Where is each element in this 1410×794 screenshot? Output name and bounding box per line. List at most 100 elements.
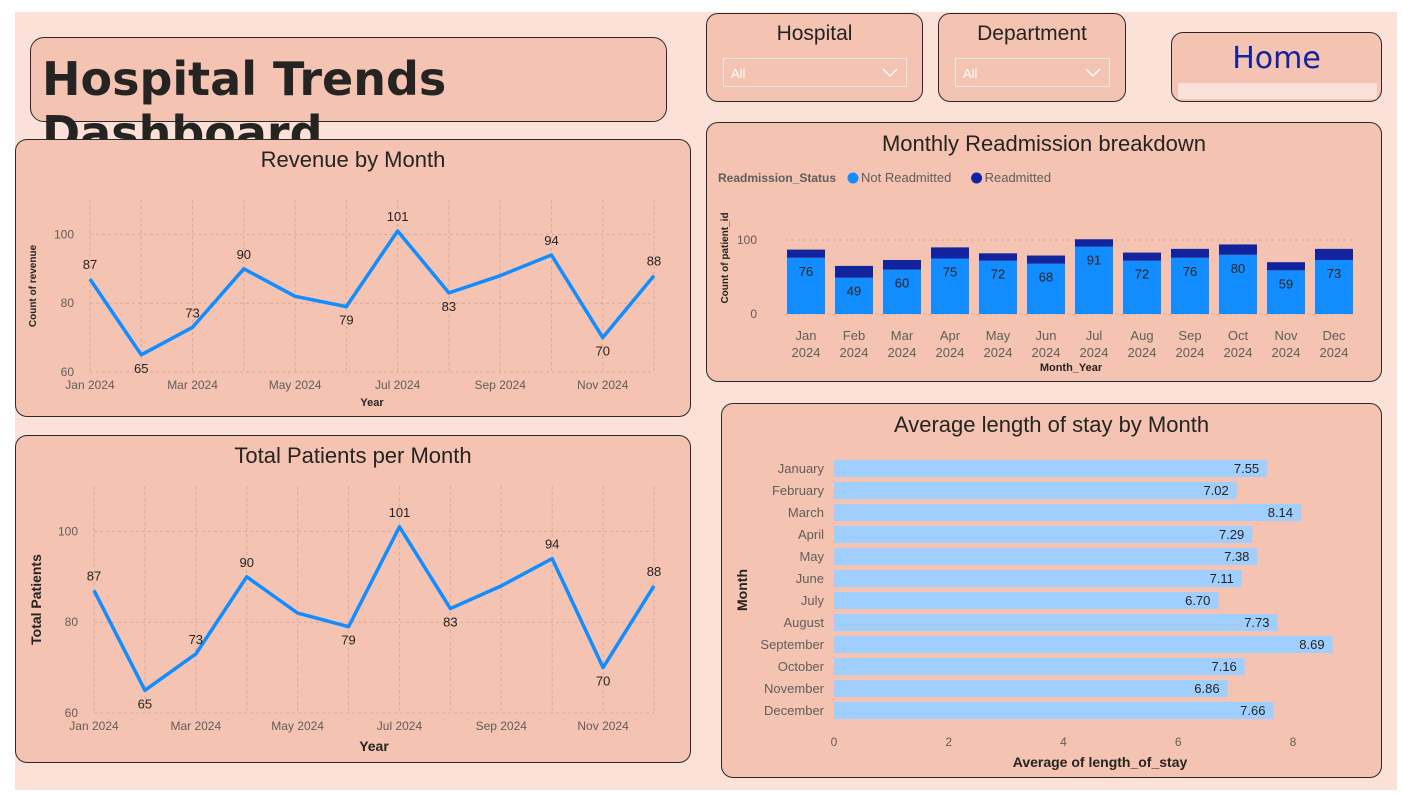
x-tick-label: Sep: [1178, 328, 1201, 343]
bar-not-readmitted: [835, 277, 873, 314]
bar-not-readmitted: [1219, 254, 1257, 314]
y-tick-label: 60: [61, 365, 75, 379]
legend-marker: [847, 172, 859, 184]
data-label: 8.14: [1268, 505, 1293, 520]
x-tick-year-label: 2024: [1032, 345, 1061, 360]
los-horizontal-bar-chart: 7.55 January 7.02 February 8.14 March 7.29 Apri…: [734, 460, 1333, 770]
bar: [834, 702, 1274, 719]
data-label: 60: [895, 276, 909, 291]
patients-chart-card: Total Patients per Month 60 80 100 Jan 2024…: [15, 435, 691, 763]
bar-readmitted: [931, 247, 969, 259]
chevron-down-icon[interactable]: [882, 68, 898, 78]
y-tick-label: June: [796, 571, 824, 586]
bar: [834, 526, 1253, 543]
x-tick-label: 2: [945, 735, 952, 749]
y-tick-label: November: [764, 681, 825, 696]
x-tick-label: 0: [831, 735, 838, 749]
legend-title: Readmission_Status: [718, 171, 836, 185]
data-label: 68: [1039, 270, 1053, 285]
home-button[interactable]: Home: [1171, 32, 1382, 102]
department-slicer: Department All: [938, 13, 1126, 102]
bar-not-readmitted: [1123, 260, 1161, 314]
hospital-slicer: Hospital All: [706, 13, 923, 102]
los-chart-card: Average length of stay by Month 7.55 Janu…: [721, 403, 1382, 778]
data-label: 6.70: [1185, 593, 1210, 608]
data-label: 7.38: [1224, 549, 1249, 564]
data-label: 72: [1135, 267, 1149, 282]
hospital-dropdown[interactable]: All: [723, 58, 907, 87]
x-tick-label: Jul 2024: [375, 378, 421, 392]
bar-readmitted: [787, 249, 825, 258]
data-label: 75: [943, 265, 957, 280]
data-label: 83: [443, 615, 457, 630]
bar: [834, 614, 1278, 631]
bar: [834, 680, 1228, 697]
department-dropdown[interactable]: All: [955, 58, 1110, 87]
y-tick-label: 100: [54, 227, 74, 241]
hospital-dropdown-value: All: [731, 66, 746, 81]
x-tick-label: Jan 2024: [65, 378, 115, 392]
x-tick-label: Dec: [1322, 328, 1346, 343]
legend-marker: [971, 172, 983, 184]
x-tick-label: May 2024: [271, 719, 324, 733]
title-card: Hospital Trends Dashboard: [30, 37, 667, 160]
y-tick-label: 100: [737, 233, 757, 247]
data-label: 87: [83, 257, 97, 272]
x-tick-label: Nov 2024: [577, 378, 629, 392]
data-label: 7.29: [1219, 527, 1244, 542]
bar-not-readmitted: [787, 257, 825, 314]
readmission-chart-card: Monthly Readmission breakdown Readmissio…: [706, 122, 1382, 382]
chevron-down-icon[interactable]: [1085, 68, 1101, 78]
y-tick-label: January: [778, 461, 825, 476]
bar-readmitted: [835, 265, 873, 278]
x-tick-label: Aug: [1130, 328, 1153, 343]
data-label: 7.11: [1210, 571, 1234, 586]
data-label: 80: [1231, 261, 1245, 276]
x-tick-year-label: 2024: [984, 345, 1013, 360]
bar-readmitted: [1171, 248, 1209, 258]
y-axis-title: Count of patient_id: [720, 212, 731, 303]
y-axis-title: Total Patients: [28, 554, 44, 645]
home-button-underline: [1178, 83, 1377, 99]
data-label: 73: [185, 305, 199, 320]
revenue-chart-title: Revenue by Month: [260, 147, 446, 172]
x-tick-year-label: 2024: [1080, 345, 1109, 360]
legend-label: Not Readmitted: [861, 170, 951, 185]
data-label: 101: [389, 505, 411, 520]
data-label: 7.73: [1244, 615, 1269, 630]
y-tick-label: 80: [65, 615, 79, 629]
x-tick-label: 4: [1060, 735, 1067, 749]
bar-not-readmitted: [1027, 263, 1065, 314]
bar-readmitted: [1315, 248, 1353, 260]
bar-readmitted: [979, 253, 1017, 261]
y-tick-label: September: [760, 637, 824, 652]
x-tick-label: Jan: [796, 328, 817, 343]
data-label: 79: [341, 633, 355, 648]
los-chart-title: Average length of stay by Month: [893, 412, 1210, 437]
y-tick-label: 80: [61, 296, 75, 310]
x-axis-title: Month_Year: [1040, 362, 1103, 374]
bar-readmitted: [1123, 252, 1161, 261]
y-tick-label: August: [784, 615, 825, 630]
bar-not-readmitted: [1171, 257, 1209, 314]
bar: [834, 592, 1219, 609]
legend-label: Readmitted: [985, 170, 1051, 185]
y-tick-label: March: [788, 505, 824, 520]
x-tick-label: Oct: [1228, 328, 1249, 343]
y-tick-label: July: [801, 593, 825, 608]
bar-readmitted: [1267, 262, 1305, 271]
data-label: 7.66: [1240, 703, 1265, 718]
series-line: [92, 525, 656, 693]
y-tick-label: April: [798, 527, 824, 542]
bar-readmitted: [1075, 239, 1113, 247]
data-label: 72: [991, 267, 1005, 282]
data-label: 76: [799, 264, 813, 279]
hospital-slicer-label: Hospital: [776, 22, 853, 45]
y-tick-label: 60: [65, 706, 79, 720]
data-label: 76: [1183, 264, 1197, 279]
y-tick-label: February: [772, 483, 825, 498]
data-label: 88: [647, 564, 661, 579]
x-tick-label: Mar 2024: [170, 719, 221, 733]
bar: [834, 570, 1242, 587]
x-tick-year-label: 2024: [888, 345, 917, 360]
